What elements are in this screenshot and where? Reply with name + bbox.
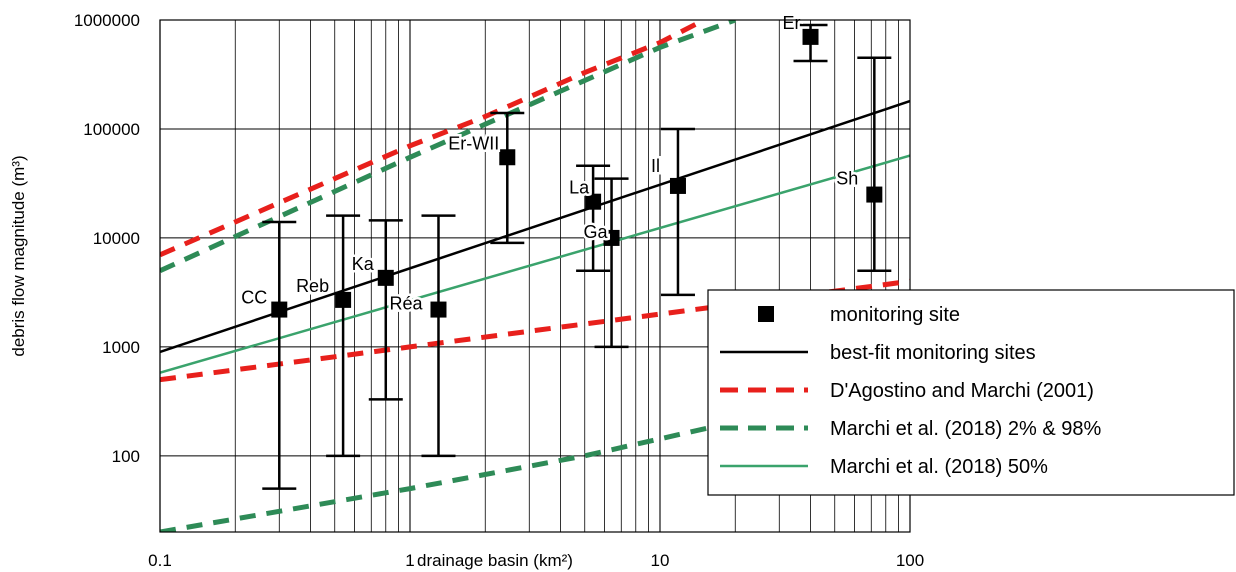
y-tick-label: 100 — [112, 447, 140, 466]
x-tick-label: 1 — [405, 551, 414, 570]
site-label: CC — [241, 288, 267, 308]
series-line-marchi-et-al-2018-2-98 — [160, 413, 761, 532]
legend-label: Marchi et al. (2018) 50% — [830, 456, 1048, 478]
site-label: Il — [651, 156, 660, 176]
site-marker — [669, 177, 686, 194]
monitoring-sites: CC Reb Ka Réa Er-WII La Ga Il Er Sh — [239, 10, 892, 490]
legend-label: best-fit monitoring sites — [830, 342, 1036, 364]
site-r-a: Réa — [387, 214, 456, 458]
legend-box — [707, 289, 1235, 496]
x-tick-label: 10 — [651, 551, 670, 570]
legend-item: D'Agostino and Marchi (2001) — [720, 380, 1094, 402]
series-line-d-agostino-and-marchi-2001 — [160, 20, 706, 258]
site-label: Ka — [352, 254, 375, 274]
site-marker — [377, 269, 394, 286]
site-er-wii: Er-WII — [446, 111, 525, 245]
site-label: Sh — [836, 169, 858, 189]
site-cc: CC — [239, 220, 297, 490]
x-axis-label: drainage basin (km²) — [417, 551, 573, 570]
y-tick-label: 100000 — [83, 120, 140, 139]
site-label: Er-WII — [448, 133, 499, 153]
site-label: La — [569, 178, 590, 198]
legend-marker — [758, 306, 774, 322]
series-line-marchi-et-al-2018-2-98 — [160, 20, 737, 273]
x-tick-label: 100 — [896, 551, 924, 570]
site-label: Er — [783, 13, 801, 33]
site-marker — [499, 149, 516, 166]
legend-label: monitoring site — [830, 304, 960, 326]
site-marker — [271, 301, 288, 318]
tick-labels: 0.1 1 10 100 100 1000 10000 100000 1000000 — [74, 11, 924, 570]
site-marker — [335, 291, 352, 308]
site-marker — [802, 28, 819, 45]
site-il: Il — [648, 127, 695, 297]
site-label: Ga — [584, 222, 609, 242]
y-tick-label: 1000 — [102, 338, 140, 357]
site-er: Er — [780, 10, 828, 63]
legend: monitoring site best-fit monitoring sites… — [707, 289, 1235, 496]
x-tick-label: 0.1 — [148, 551, 172, 570]
site-ga: Ga — [581, 177, 629, 349]
series-line-marchi-et-al-2018-50 — [160, 154, 910, 374]
site-label: Reb — [296, 276, 329, 296]
site-marker — [866, 186, 883, 203]
legend-item: monitoring site — [758, 304, 960, 326]
site-marker — [585, 193, 602, 210]
legend-item: Marchi et al. (2018) 50% — [720, 456, 1048, 478]
y-axis-label: debris flow magnitude (m³) — [9, 155, 28, 356]
site-label: Réa — [389, 294, 423, 314]
site-reb: Reb — [294, 214, 361, 458]
site-ka: Ka — [349, 219, 403, 401]
site-la: La — [567, 164, 611, 272]
legend-item: Marchi et al. (2018) 2% & 98% — [720, 418, 1101, 440]
legend-label: Marchi et al. (2018) 2% & 98% — [830, 418, 1101, 440]
plot-frame — [159, 19, 911, 533]
plot-border — [159, 19, 911, 533]
site-sh: Sh — [834, 56, 892, 272]
legend-label: D'Agostino and Marchi (2001) — [830, 380, 1094, 402]
y-tick-label: 10000 — [93, 229, 140, 248]
site-marker — [430, 301, 447, 318]
site-marker — [603, 229, 620, 246]
legend-item: best-fit monitoring sites — [720, 342, 1036, 364]
y-tick-label: 1000000 — [74, 11, 140, 30]
